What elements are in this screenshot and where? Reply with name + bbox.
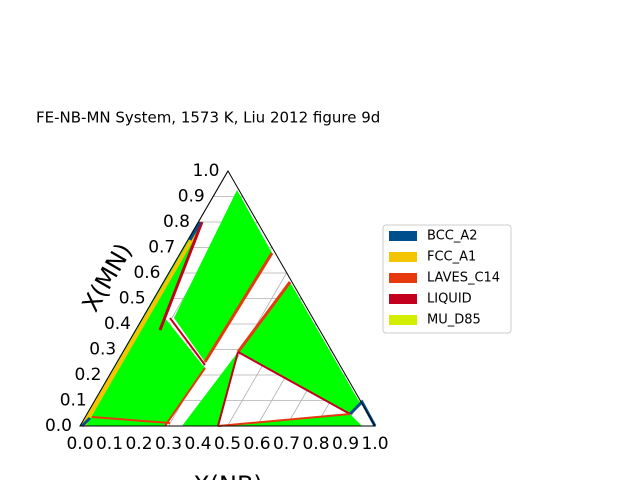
x-tick-label: 0.9 [332, 434, 359, 454]
phase-regions [80, 190, 377, 428]
region [238, 282, 360, 414]
legend: BCC_A2 FCC_A1 LAVES_C14 LIQUID MU_D85 [382, 224, 512, 334]
legend-label: FCC_A1 [427, 250, 476, 265]
y-tick-label: 0.2 [74, 365, 101, 385]
y-tick-label: 0.1 [60, 391, 87, 411]
region [80, 232, 196, 426]
y-tick-label: 1.0 [192, 161, 219, 181]
y-tick-label: 0.9 [178, 187, 205, 207]
y-tick-label: 0.7 [148, 238, 175, 258]
legend-label: MU_D85 [427, 313, 481, 328]
legend-swatch [389, 231, 417, 241]
boundary [203, 252, 274, 363]
boundary [80, 416, 92, 428]
boundary [237, 351, 351, 415]
boundary [91, 416, 171, 424]
legend-label: BCC_A2 [427, 229, 478, 244]
x-tick-label: 0.7 [273, 434, 300, 454]
x-axis-label: X(NB) [193, 471, 263, 480]
boundary [236, 281, 292, 353]
legend-label: LAVES_C14 [427, 271, 500, 286]
triangle-frame [79, 170, 376, 427]
boundary [217, 413, 351, 427]
x-tick-label: 0.0 [66, 434, 93, 454]
legend-swatch [389, 273, 417, 283]
region [182, 352, 238, 426]
x-tick-label: 0.8 [302, 434, 329, 454]
boundary [169, 317, 206, 366]
x-tick-label: 0.1 [96, 434, 123, 454]
x-tick-label: 0.5 [214, 434, 241, 454]
legend-swatch [389, 294, 417, 304]
y-tick-label: 0.5 [119, 289, 146, 309]
region [174, 190, 272, 362]
y-tick-label: 0.3 [89, 340, 116, 360]
x-tick-label: 0.3 [155, 434, 182, 454]
y-tick-label: 0.8 [163, 212, 190, 232]
boundary [217, 351, 239, 427]
y-tick-label: 0.0 [45, 416, 72, 436]
x-tick-label: 1.0 [361, 434, 388, 454]
legend-swatch [389, 315, 417, 325]
y-tick-label: 0.6 [133, 263, 160, 283]
legend-swatch [389, 252, 417, 262]
legend-label: LIQUID [427, 292, 472, 307]
boundary [188, 221, 202, 241]
y-tick-label: 0.4 [104, 314, 131, 334]
x-tick-label: 0.6 [243, 434, 270, 454]
boundary [158, 221, 204, 331]
ticks: 0.0 0.1 0.2 0.3 0.4 0.5 0.6 0.7 0.8 0.9 1.00.00.10… [45, 161, 389, 454]
x-tick-label: 0.2 [125, 434, 152, 454]
boundary [164, 367, 206, 427]
x-tick-label: 0.4 [184, 434, 211, 454]
chart-title: FE-NB-MN System, 1573 K, Liu 2012 figure… [36, 109, 380, 127]
